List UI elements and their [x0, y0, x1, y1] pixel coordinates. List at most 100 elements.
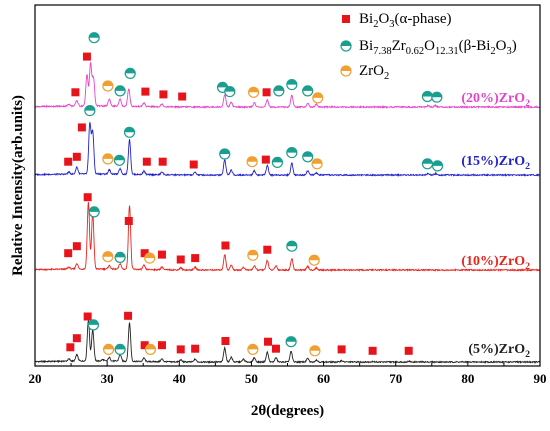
series-label-2-part: (15%)ZrO: [461, 154, 525, 169]
beta-bi2o3-marker-3-5: [124, 67, 136, 80]
bi2o3-marker-1-1: [72, 242, 81, 251]
zro2-marker-2-11: [246, 156, 258, 168]
legend-label-1-part: O: [424, 38, 435, 54]
bi2o3-marker-3-0: [71, 88, 80, 97]
bi2o3-marker-0-19: [368, 346, 377, 355]
beta-bi2o3-marker-3-18: [431, 91, 443, 103]
beta-bi2o3-marker-2-6: [123, 126, 136, 138]
bi2o3-marker-0-20: [404, 346, 413, 355]
bi2o3-marker-0-18: [337, 345, 346, 354]
beta-bi2o3-marker-1-3: [88, 206, 100, 218]
legend-label-2: ZrO2: [359, 63, 389, 82]
series-label-0-part: 2: [525, 349, 530, 360]
zro2-marker-3-16: [312, 92, 324, 104]
zro2-marker-2-4: [102, 153, 114, 165]
legend-label-1-part: 2: [490, 46, 495, 57]
legend-label-0-part: 2: [373, 19, 378, 30]
x-tick-label-50: 50: [245, 371, 258, 386]
x-tick-label-60: 60: [317, 371, 330, 386]
beta-bi2o3-marker-3-13: [273, 85, 285, 97]
bi2o3-marker-0-14: [264, 337, 273, 346]
beta-bi2o3-marker-2-14: [286, 147, 298, 159]
bi2o3-marker-3-12: [262, 88, 271, 97]
plot-frame: [34, 4, 541, 367]
legend-label-1-part: 0.62: [406, 46, 424, 57]
bi2o3-marker-3-1: [82, 52, 91, 61]
beta-bi2o3-marker-0-3: [87, 319, 100, 331]
bi2o3-marker-3-8: [178, 92, 187, 101]
series-label-1-part: 2: [525, 261, 530, 272]
zro2-marker-0-8: [144, 343, 157, 355]
beta-bi2o3-marker-2-5: [113, 154, 126, 166]
zro2-marker-0-4: [102, 343, 115, 355]
beta-bi2o3-marker-2-15: [302, 151, 314, 163]
zro2-marker-2-16: [311, 158, 323, 170]
x-axis-title: 2θ(degrees): [251, 403, 324, 419]
bi2o3-marker-0-10: [176, 345, 185, 354]
beta-bi2o3-marker-0-5: [114, 343, 126, 355]
legend-label-0-part: 3: [389, 19, 394, 30]
x-tick-label-30: 30: [101, 371, 114, 386]
legend-label-2-part: ZrO: [359, 63, 384, 79]
legend-label-0-part: (α-phase): [395, 11, 452, 27]
series-label-1: (10%)ZrO2: [461, 254, 530, 272]
bi2o3-marker-1-14: [263, 245, 272, 254]
series-3: (20%)ZrO2: [34, 32, 541, 109]
legend-label-1-part: 7.38: [373, 46, 391, 57]
bi2o3-marker-2-1: [72, 152, 81, 161]
legend-marker-2: [340, 65, 352, 77]
bi2o3-marker-2-7: [142, 157, 151, 166]
zro2-marker-0-17: [309, 345, 321, 357]
zro2-marker-1-8: [144, 252, 156, 264]
series-line-2: [34, 122, 541, 178]
x-tick-label-70: 70: [389, 371, 402, 386]
legend-label-1-part: Bi: [359, 38, 373, 54]
legend-label-1-part: ): [512, 38, 517, 54]
bi2o3-marker-0-1: [72, 334, 81, 343]
legend-marker-1: [340, 40, 352, 52]
bi2o3-marker-1-7: [140, 249, 149, 258]
legend-label-1-part: 3: [506, 46, 511, 57]
legend-label-1-part: O: [496, 38, 507, 54]
legend-label-0-part: O: [378, 11, 389, 27]
bi2o3-marker-3-6: [141, 87, 150, 96]
legend-label-1-part: (β-Bi: [459, 38, 491, 54]
beta-bi2o3-marker-2-18: [431, 160, 444, 172]
beta-bi2o3-marker-2-13: [271, 156, 283, 168]
x-tick-label-20: 20: [29, 371, 42, 386]
series-1: (10%)ZrO2: [34, 193, 541, 273]
beta-bi2o3-marker-1-15: [286, 240, 298, 252]
series-line-0: [34, 320, 541, 364]
beta-bi2o3-marker-2-10: [219, 148, 231, 160]
bi2o3-marker-1-6: [124, 217, 133, 225]
bi2o3-marker-0-9: [157, 341, 166, 350]
series-2: (15%)ZrO2: [34, 104, 541, 178]
bi2o3-marker-0-11: [191, 344, 200, 353]
bi2o3-marker-2-12: [261, 155, 270, 164]
bi2o3-marker-0-6: [124, 311, 133, 320]
series-label-1-part: (10%)ZrO: [461, 254, 525, 269]
beta-bi2o3-marker-2-17: [421, 158, 434, 170]
series-label-3-part: 2: [525, 98, 530, 109]
series-label-3: (20%)ZrO2: [461, 91, 530, 109]
beta-bi2o3-marker-1-5: [114, 251, 126, 263]
bi2o3-marker-0-15: [271, 344, 280, 353]
legend-label-1-part: Zr: [392, 38, 406, 54]
x-tick-label-80: 80: [461, 371, 474, 386]
beta-bi2o3-marker-3-2: [88, 32, 100, 44]
beta-bi2o3-marker-3-17: [421, 90, 434, 103]
bi2o3-marker-1-10: [176, 255, 185, 264]
series-label-0-part: (5%)ZrO: [468, 342, 525, 357]
beta-bi2o3-marker-2-3: [84, 104, 96, 117]
legend-marker-0: [342, 15, 350, 23]
bi2o3-marker-3-7: [159, 90, 168, 99]
x-axis: 20 30 40 50 60 70 80 90: [29, 361, 547, 386]
legend-label-1: Bi7.38Zr0.62O12.31(β-Bi2O3): [359, 38, 517, 57]
bi2o3-marker-1-2: [83, 193, 92, 202]
beta-bi2o3-marker-0-16: [285, 336, 297, 348]
beta-bi2o3-marker-3-14: [286, 78, 298, 91]
series-line-3: [34, 61, 541, 109]
bi2o3-marker-0-12: [221, 337, 230, 345]
series-line-1: [34, 202, 541, 273]
